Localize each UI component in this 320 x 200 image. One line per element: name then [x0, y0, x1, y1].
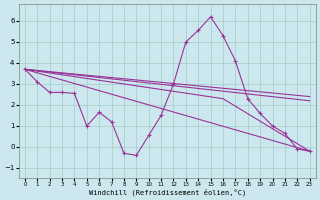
- X-axis label: Windchill (Refroidissement éolien,°C): Windchill (Refroidissement éolien,°C): [89, 188, 246, 196]
